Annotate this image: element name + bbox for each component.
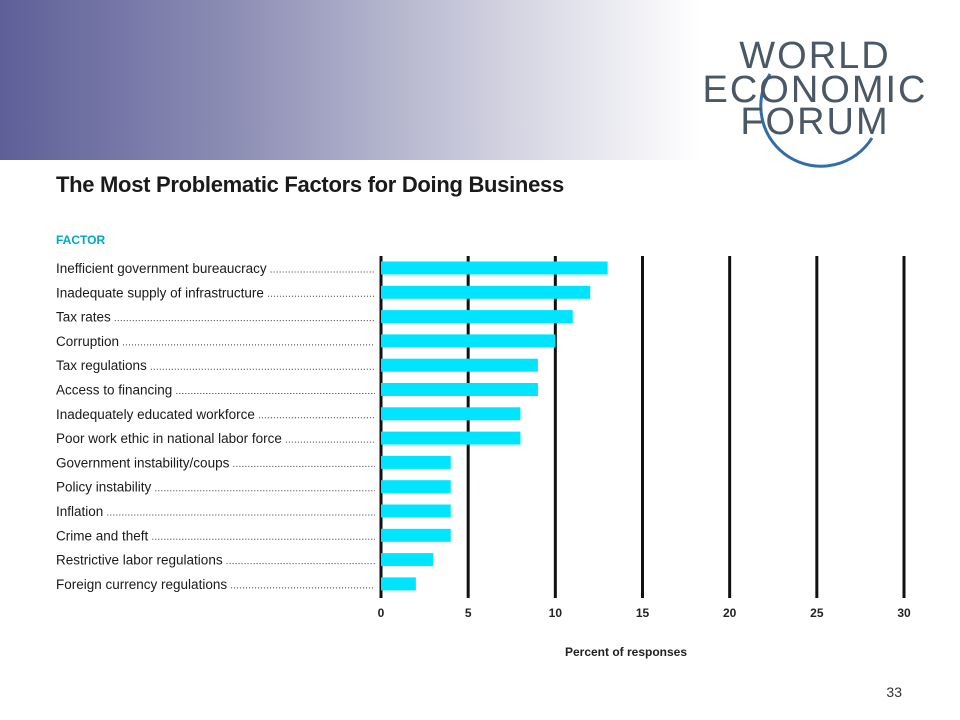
bar (381, 480, 451, 494)
bar (381, 285, 591, 299)
category-label: Tax rates (56, 310, 111, 325)
logo-arc-icon (759, 73, 874, 168)
x-tick-label: 0 (378, 606, 385, 620)
bar (381, 504, 451, 518)
bar (381, 407, 521, 421)
bar (381, 431, 521, 445)
logo-line-1: WORLD (739, 35, 891, 77)
category-label: Poor work ethic in national labor force (56, 431, 282, 446)
x-tick-label: 5 (465, 606, 472, 620)
category-label: Corruption (56, 334, 119, 349)
category-label: Inflation (56, 504, 103, 519)
bar (381, 528, 451, 542)
category-label: Restrictive labor regulations (56, 553, 223, 568)
category-label: Inadequate supply of infrastructure (56, 285, 264, 300)
logo-line-2: ECONOMIC (702, 69, 928, 111)
category-label: Policy instability (56, 480, 152, 495)
page-number: 33 (886, 684, 902, 700)
header-gradient-band (0, 0, 700, 160)
bar (381, 383, 538, 396)
category-label: Government instability/coups (56, 455, 230, 470)
x-axis-label: Percent of responses (565, 645, 687, 659)
category-label: Inefficient government bureaucracy (56, 261, 267, 276)
bar (381, 261, 608, 275)
category-header: FACTOR (56, 233, 105, 247)
category-label: Tax regulations (56, 358, 147, 373)
bar (381, 455, 451, 469)
bar (381, 577, 416, 591)
x-tick-label: 20 (723, 606, 737, 620)
x-tick-label: 10 (549, 606, 563, 620)
category-label: Foreign currency regulations (56, 577, 227, 592)
bar (381, 334, 556, 348)
x-tick-label: 25 (810, 606, 824, 620)
category-label: Access to financing (56, 383, 172, 398)
bar (381, 553, 434, 567)
world-economic-forum-logo: WORLD ECONOMIC FORUM (700, 30, 930, 170)
logo-line-3: FORUM (740, 101, 890, 143)
x-tick-label: 15 (636, 606, 650, 620)
bar (381, 358, 538, 372)
chart-title: The Most Problematic Factors for Doing B… (56, 172, 564, 197)
bar (381, 310, 573, 324)
category-label: Inadequately educated workforce (56, 407, 255, 422)
category-label: Crime and theft (56, 528, 149, 543)
x-tick-label: 30 (897, 606, 911, 620)
